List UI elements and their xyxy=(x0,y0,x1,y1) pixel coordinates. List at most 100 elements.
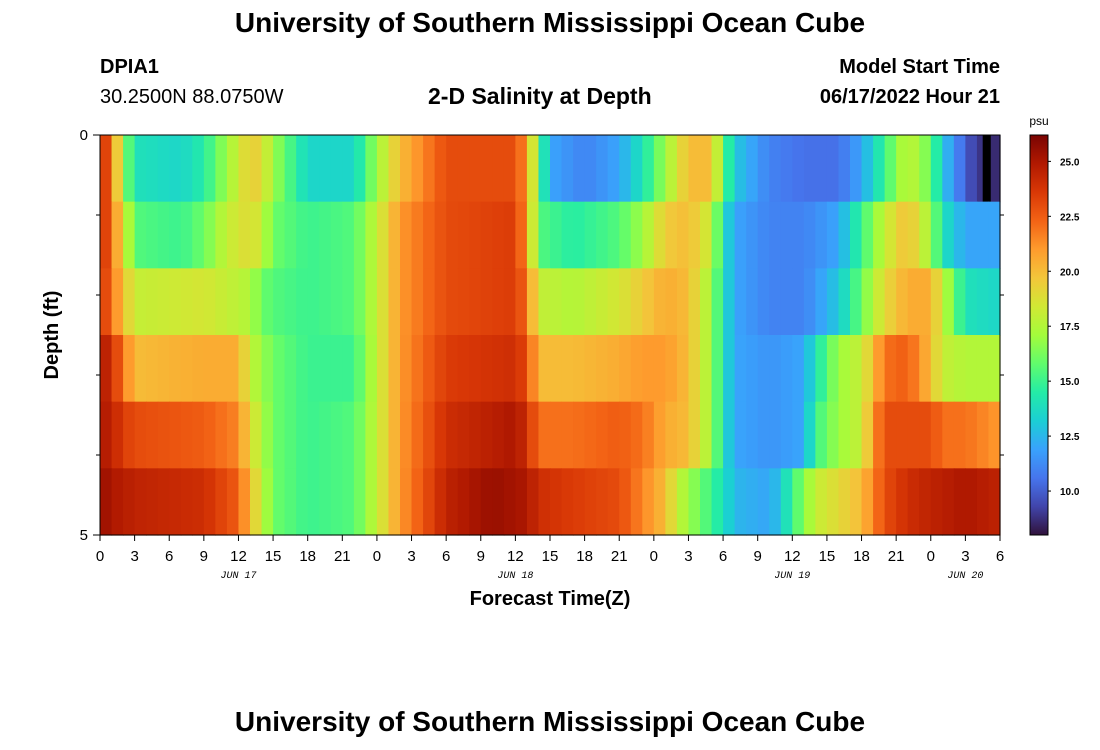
heatmap-cell xyxy=(573,335,586,403)
heatmap-cell xyxy=(365,468,378,536)
heatmap-cell xyxy=(930,335,943,403)
heatmap-cell xyxy=(757,201,770,269)
heatmap-cell xyxy=(457,268,470,336)
heatmap-cell xyxy=(123,401,136,469)
heatmap-cell xyxy=(261,201,274,269)
heatmap-cell xyxy=(457,201,470,269)
colorbar-unit: psu xyxy=(1029,114,1048,128)
heatmap-cell xyxy=(838,268,851,336)
heatmap-cell xyxy=(307,201,320,269)
heatmap-cell xyxy=(192,135,205,203)
heatmap-cell xyxy=(526,268,540,336)
x-axis: 0 3 6 9 12 15 18 21 0 3 6 9 12 15 18 21 0 3 6 9 12 15 18 21 0 3 6 J… xyxy=(96,535,1004,582)
heatmap-cell xyxy=(988,201,1001,269)
heatmap-cell xyxy=(930,201,943,269)
heatmap-cell xyxy=(550,468,563,536)
heatmap-cell xyxy=(526,201,540,269)
heatmap-cell xyxy=(515,401,528,469)
heatmap-cell xyxy=(550,268,563,336)
heatmap-cell xyxy=(907,268,920,336)
heatmap-cell xyxy=(330,201,343,269)
heatmap-cell xyxy=(826,401,840,469)
heatmap-cell xyxy=(353,135,366,203)
heatmap-cell xyxy=(676,401,690,469)
heatmap-cell xyxy=(400,335,413,403)
heatmap-cell xyxy=(976,401,990,469)
heatmap-cell xyxy=(642,135,655,203)
heatmap-cell xyxy=(734,468,747,536)
heatmap-cell xyxy=(273,468,286,536)
heatmap-cell xyxy=(203,268,216,336)
heatmap-cell xyxy=(492,201,505,269)
colorbar-tick-label: 17.5 xyxy=(1060,322,1080,333)
heatmap-cell xyxy=(192,201,205,269)
heatmap-cell xyxy=(250,268,263,336)
heatmap-cell xyxy=(169,201,182,269)
heatmap-cell xyxy=(919,335,932,403)
heatmap-cell xyxy=(873,335,886,403)
heatmap-cell xyxy=(769,135,782,203)
y-tick-label: 0 xyxy=(80,127,88,144)
heatmap-cell xyxy=(157,401,170,469)
heatmap-cell xyxy=(700,468,713,536)
heatmap-cell xyxy=(607,401,620,469)
heatmap-cell xyxy=(896,135,909,203)
heatmap-cell xyxy=(711,468,724,536)
heatmap-cell xyxy=(423,268,436,336)
x-tick-label: 12 xyxy=(784,548,801,565)
heatmap-cell xyxy=(953,201,966,269)
station-id: DPIA1 xyxy=(100,56,159,78)
x-tick-label: 3 xyxy=(407,548,415,565)
day-label: JUN 19 xyxy=(774,571,810,582)
heatmap-cell xyxy=(480,468,493,536)
heatmap-cell xyxy=(319,335,332,403)
heatmap-cell xyxy=(653,335,666,403)
heatmap-cell xyxy=(388,401,401,469)
heatmap-cell xyxy=(988,335,1001,403)
day-label: JUN 17 xyxy=(220,571,256,582)
heatmap-cell xyxy=(411,268,424,336)
heatmap-cell xyxy=(180,335,193,403)
heatmap-cell xyxy=(665,468,678,536)
heatmap-cell xyxy=(734,201,747,269)
heatmap-cell xyxy=(873,201,886,269)
heatmap-cell xyxy=(492,468,505,536)
heatmap-cell xyxy=(619,468,632,536)
heatmap-cell xyxy=(180,201,193,269)
heatmap-cell xyxy=(907,135,920,203)
heatmap-cell xyxy=(273,401,286,469)
heatmap-cell xyxy=(469,135,482,203)
heatmap-cell xyxy=(780,468,793,536)
x-tick-label: 15 xyxy=(542,548,559,565)
heatmap-cell xyxy=(330,268,343,336)
main-title: University of Southern Mississippi Ocean… xyxy=(234,7,866,38)
heatmap-cell xyxy=(157,335,170,403)
heatmap-cell xyxy=(538,135,551,203)
colorbar: psu 10.0 12.5 15.0 17.5 20.0 22.5 25.0 xyxy=(1029,114,1080,536)
heatmap-cell xyxy=(723,135,736,203)
heatmap-cell xyxy=(192,468,205,536)
heatmap-cell xyxy=(434,468,447,536)
heatmap-cell xyxy=(976,468,990,536)
heatmap-cell xyxy=(284,335,297,403)
heatmap-cell xyxy=(226,268,240,336)
heatmap-cell xyxy=(861,135,874,203)
heatmap-cell xyxy=(296,268,309,336)
heatmap-cell xyxy=(480,135,493,203)
heatmap-cell xyxy=(503,335,516,403)
heatmap-cell xyxy=(815,135,828,203)
heatmap-cell xyxy=(423,135,436,203)
heatmap-cell xyxy=(157,135,170,203)
heatmap-cell xyxy=(630,401,643,469)
heatmap-cell xyxy=(261,468,274,536)
heatmap-cell xyxy=(815,468,828,536)
heatmap-cell xyxy=(734,335,747,403)
heatmap-cell xyxy=(296,401,309,469)
heatmap-cell xyxy=(757,135,770,203)
heatmap-cell xyxy=(538,335,551,403)
heatmap-cell xyxy=(630,268,643,336)
heatmap-cell xyxy=(365,401,378,469)
heatmap-cell xyxy=(169,135,182,203)
colorbar-scale xyxy=(1029,134,1049,536)
heatmap-cell xyxy=(423,335,436,403)
